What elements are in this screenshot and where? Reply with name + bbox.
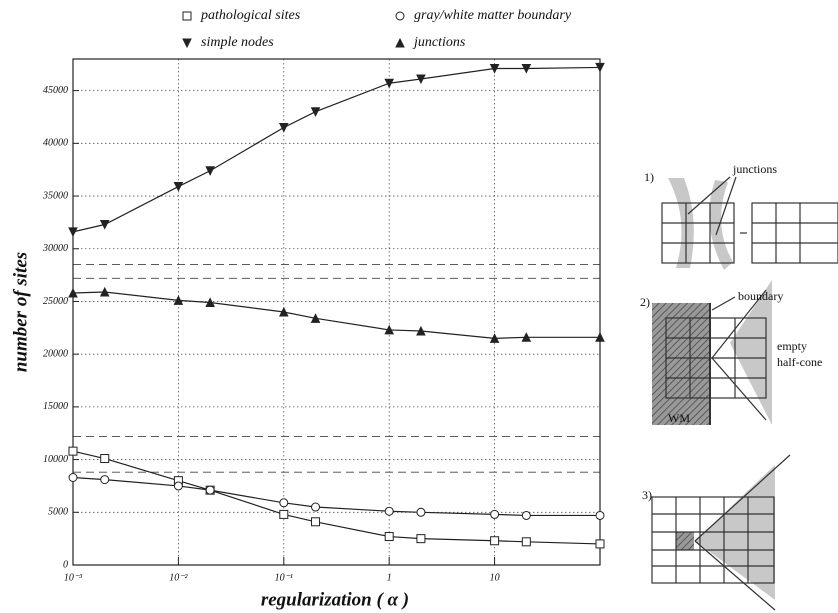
marker: [522, 511, 530, 519]
x-tick-label: 1: [387, 572, 392, 583]
y-tick-label: 35000: [42, 190, 68, 201]
legend-marker: [396, 39, 404, 47]
legend-marker: [396, 12, 404, 20]
legend-marker: [183, 12, 191, 20]
legend-label: simple nodes: [201, 35, 274, 50]
legend-marker: [183, 39, 191, 47]
y-tick-label: 30000: [42, 243, 68, 254]
diagram-3: 3): [642, 455, 790, 610]
marker: [69, 447, 77, 455]
marker: [417, 508, 425, 516]
x-tick-label: 10: [490, 572, 500, 583]
series-line: [73, 292, 600, 338]
panel-number: 3): [642, 488, 652, 502]
panel-number: 1): [644, 170, 654, 184]
y-tick-label: 40000: [43, 138, 68, 149]
marker: [312, 518, 320, 526]
marker: [174, 183, 182, 191]
y-tick-label: 45000: [43, 85, 68, 96]
marker: [312, 108, 320, 116]
legend-label: junctions: [412, 35, 466, 50]
diagram-label: WM: [668, 411, 690, 425]
marker: [69, 228, 77, 236]
x-tick-label: 10⁻²: [169, 572, 188, 583]
diagram-label: empty: [777, 339, 807, 353]
diagram-2: 2) boundary empty half-cone WM: [640, 280, 822, 425]
plot-frame: [73, 59, 600, 565]
diagram-1: 1) junctions: [644, 162, 838, 270]
y-tick-label: 0: [63, 559, 68, 570]
marker: [280, 510, 288, 518]
marker: [174, 482, 182, 490]
marker: [280, 499, 288, 507]
panel-number: 2): [640, 295, 650, 309]
figure: 0 5000 10000 15000 20000 25000 30000 35000 40000…: [0, 0, 838, 613]
marker: [280, 124, 288, 132]
marker: [69, 474, 77, 482]
marker: [522, 538, 530, 546]
x-tick-label: 10⁻¹: [275, 572, 293, 583]
marker: [596, 511, 604, 519]
marker: [312, 503, 320, 511]
y-tick-label: 10000: [43, 454, 68, 465]
x-tick-label: 10⁻³: [64, 572, 83, 583]
diagram-label: half-cone: [777, 355, 822, 369]
marker: [385, 507, 393, 515]
marker: [101, 221, 109, 229]
marker: [206, 486, 214, 494]
legend-label: pathological sites: [200, 8, 301, 23]
y-tick-label: 25000: [43, 296, 68, 307]
series-line: [73, 67, 600, 231]
diagram-label: boundary: [738, 289, 783, 303]
y-axis-title: number of sites: [10, 252, 31, 372]
y-tick-label: 15000: [43, 401, 68, 412]
series-line: [73, 451, 600, 544]
x-axis-title: regularization ( α ): [261, 589, 409, 610]
marker: [206, 167, 214, 175]
marker: [101, 476, 109, 484]
marker: [101, 455, 109, 463]
marker: [596, 540, 604, 548]
marker: [491, 510, 499, 518]
marker: [385, 533, 393, 541]
marker: [417, 535, 425, 543]
legend-label: gray/white matter boundary: [414, 8, 572, 23]
plot: 0 5000 10000 15000 20000 25000 30000 35000 40000…: [42, 8, 604, 583]
marker: [491, 537, 499, 545]
y-tick-label: 5000: [48, 507, 68, 518]
y-tick-label: 20000: [43, 348, 68, 359]
series-line: [73, 478, 600, 516]
diagram-label: junctions: [732, 162, 777, 176]
